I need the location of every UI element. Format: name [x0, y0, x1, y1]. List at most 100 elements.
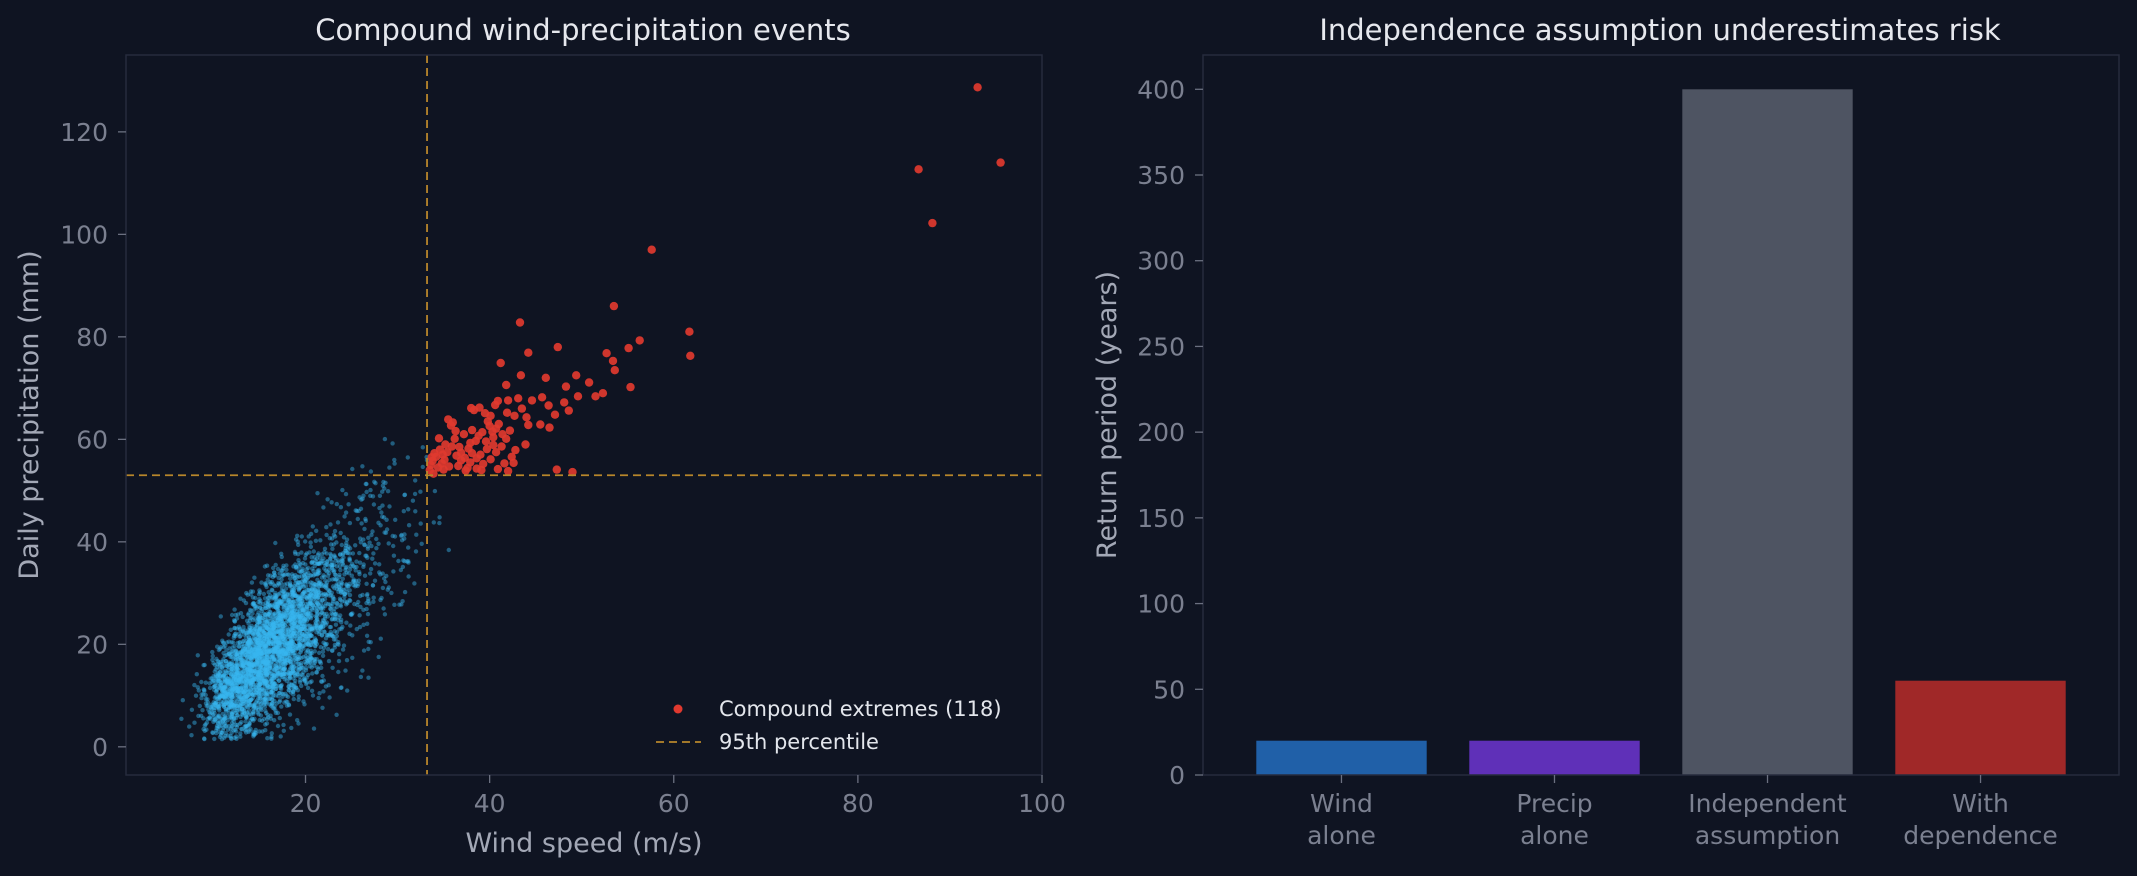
scatter-point — [368, 469, 374, 474]
scatter-point — [274, 662, 279, 667]
scatter-point — [308, 591, 313, 597]
scatter-point — [214, 686, 220, 691]
x-tick-label: Wind — [1310, 789, 1373, 818]
scatter-point — [257, 656, 262, 661]
scatter-point — [257, 696, 262, 701]
scatter-point — [328, 542, 334, 547]
scatter-point — [255, 638, 260, 643]
scatter-point — [273, 590, 278, 596]
scatter-point — [232, 703, 237, 708]
scatter-point — [247, 618, 253, 623]
scatter-point — [316, 602, 321, 607]
scatter-point — [352, 565, 357, 570]
scatter-point — [282, 598, 287, 603]
scatter-point — [283, 614, 288, 620]
scatter-point — [311, 584, 316, 589]
compound-point — [521, 440, 530, 449]
scatter-point — [313, 643, 318, 648]
scatter-point — [234, 661, 240, 666]
scatter-point — [299, 602, 304, 608]
scatter-point — [323, 603, 328, 609]
scatter-point — [277, 629, 282, 634]
scatter-point — [283, 631, 288, 637]
scatter-point — [247, 712, 252, 717]
scatter-point — [296, 580, 302, 585]
scatter-point — [357, 613, 362, 618]
scatter-point — [278, 670, 283, 676]
scatter-point — [250, 680, 255, 685]
scatter-point — [257, 669, 263, 674]
scatter-point — [222, 703, 227, 708]
scatter-point — [298, 624, 304, 629]
scatter-point — [308, 654, 313, 659]
scatter-point — [269, 678, 274, 683]
scatter-title: Compound wind-precipitation events — [315, 13, 850, 47]
compound-point — [503, 396, 513, 405]
scatter-point — [342, 572, 347, 577]
scatter-point — [230, 705, 235, 710]
scatter-point — [249, 682, 254, 687]
scatter-point — [392, 457, 397, 463]
scatter-point — [277, 625, 282, 631]
scatter-point — [271, 693, 276, 698]
scatter-point — [257, 649, 262, 654]
scatter-point — [217, 720, 222, 725]
scatter-point — [235, 712, 240, 718]
scatter-point — [402, 589, 408, 595]
scatter-point — [249, 678, 255, 683]
scatter-point — [291, 608, 297, 614]
scatter-point — [239, 671, 244, 676]
scatter-point — [333, 558, 338, 563]
scatter-point — [340, 561, 345, 566]
scatter-point — [298, 604, 303, 609]
scatter-point — [279, 568, 284, 573]
scatter-point — [249, 651, 254, 656]
scatter-point — [276, 592, 281, 597]
scatter-point — [332, 616, 338, 622]
scatter-point — [329, 500, 334, 505]
scatter-point — [226, 723, 232, 729]
scatter-point — [237, 721, 243, 726]
compound-point — [647, 245, 656, 254]
scatter-point — [273, 540, 278, 546]
scatter-point — [338, 567, 343, 573]
scatter-point — [240, 658, 246, 663]
scatter-point — [243, 699, 248, 704]
scatter-point — [341, 535, 347, 540]
scatter-point — [232, 683, 237, 689]
scatter-point — [254, 606, 259, 611]
scatter-point — [293, 647, 298, 652]
scatter-point — [250, 703, 255, 708]
scatter-point — [253, 595, 258, 601]
scatter-point — [317, 659, 322, 664]
scatter-point — [269, 672, 275, 677]
scatter-point — [250, 589, 256, 594]
scatter-point — [235, 667, 240, 672]
scatter-point — [361, 622, 366, 627]
scatter-point — [364, 481, 369, 487]
y-tick-label: 0 — [1169, 761, 1185, 790]
scatter-point — [202, 687, 207, 693]
scatter-point — [308, 651, 313, 656]
scatter-point — [219, 686, 225, 692]
scatter-point — [291, 588, 297, 593]
scatter-point — [302, 594, 307, 599]
scatter-point — [283, 661, 288, 666]
scatter-point — [309, 560, 315, 565]
scatter-point — [227, 678, 233, 683]
scatter-point — [267, 685, 272, 690]
scatter-point — [261, 660, 267, 665]
scatter-point — [251, 670, 257, 676]
scatter-point — [360, 668, 365, 673]
scatter-point — [238, 661, 244, 666]
scatter-point — [208, 706, 214, 711]
scatter-point — [270, 624, 275, 629]
scatter-point — [361, 564, 366, 569]
scatter-point — [366, 598, 371, 604]
scatter-point — [229, 690, 234, 695]
scatter-point — [313, 582, 319, 588]
scatter-point — [275, 610, 281, 615]
scatter-point — [252, 651, 257, 657]
scatter-point — [382, 612, 388, 617]
scatter-point — [275, 723, 281, 729]
